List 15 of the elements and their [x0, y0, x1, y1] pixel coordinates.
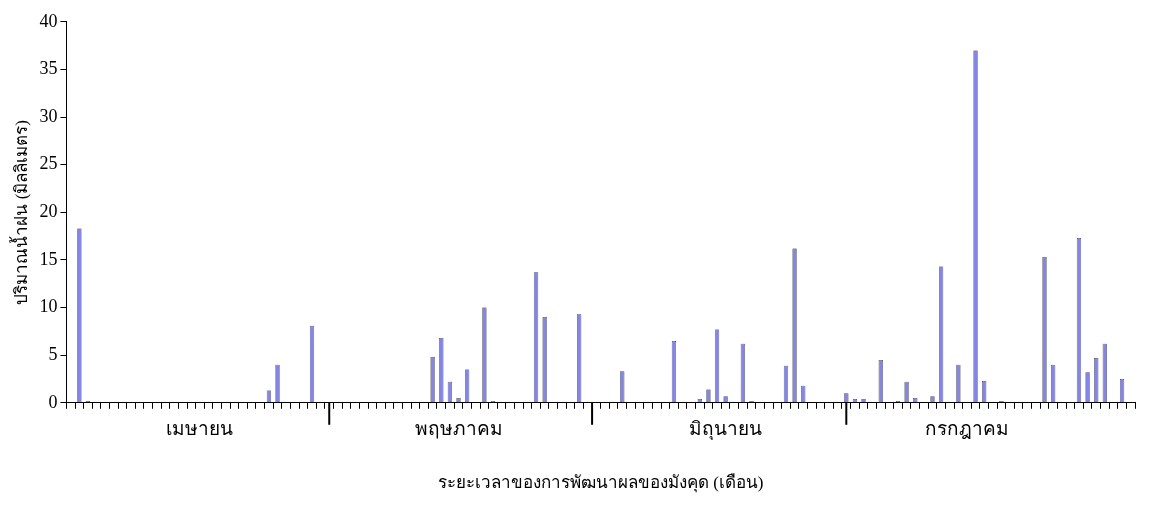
x-tick-label: กรกฎาคม [924, 418, 1009, 440]
y-tick-label: 15 [39, 248, 58, 269]
y-axis-title: ปริมาณน้ำฝน (มิลลิเมตร) [8, 120, 31, 305]
y-tick-label: 40 [39, 10, 58, 31]
y-tick-label: 0 [48, 391, 58, 412]
y-tick-label: 30 [39, 105, 58, 126]
x-axis-title: ระยะเวลาของการพัฒนาผลของมังคุด (เดือน) [437, 473, 764, 494]
x-tick-label: เมษายน [166, 418, 234, 440]
y-tick-label: 25 [39, 153, 58, 174]
x-tick-label: มิถุนายน [689, 418, 763, 442]
y-tick-label: 20 [39, 201, 58, 222]
y-tick-label: 5 [48, 343, 58, 364]
y-tick-label: 10 [39, 296, 58, 317]
x-tick-label: พฤษภาคม [414, 418, 503, 440]
y-tick-label: 35 [39, 58, 58, 79]
